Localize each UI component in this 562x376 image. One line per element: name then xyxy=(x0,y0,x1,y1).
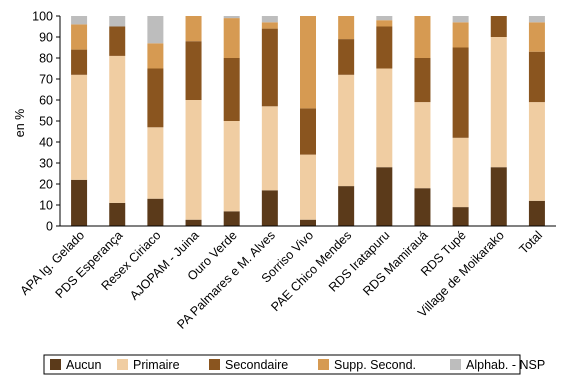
bar-segment xyxy=(109,202,126,226)
bar-segment xyxy=(490,167,507,226)
bar-segment xyxy=(223,58,240,121)
y-tick-label: 80 xyxy=(39,52,53,66)
bar-segment xyxy=(223,121,240,212)
y-tick-label: 70 xyxy=(39,73,53,87)
bar-segment xyxy=(147,68,164,128)
bar-segment xyxy=(338,74,355,187)
bar-segment xyxy=(261,16,278,23)
legend-label: Alphab. - NSP xyxy=(466,358,545,372)
bar-segment xyxy=(185,16,202,42)
y-tick-label: 20 xyxy=(39,178,53,192)
bar-segment xyxy=(528,102,545,201)
axes xyxy=(59,16,556,227)
y-tick-label: 30 xyxy=(39,157,53,171)
bar-segment xyxy=(261,22,278,29)
bar-segment xyxy=(300,219,316,226)
bar-segment xyxy=(223,16,240,19)
x-tick-label: Total xyxy=(516,228,545,257)
legend-swatch xyxy=(117,359,128,370)
y-tick-label: 90 xyxy=(39,31,53,45)
bar-segment xyxy=(300,16,316,109)
y-tick-label: 60 xyxy=(39,94,53,108)
bar-segment xyxy=(528,51,545,103)
bar-segment xyxy=(452,137,469,208)
legend-box xyxy=(43,354,521,375)
bar-segment xyxy=(109,55,126,203)
bar-segment xyxy=(338,39,355,75)
bar-segment xyxy=(71,24,88,50)
bar-segment xyxy=(452,207,469,226)
bar-segment xyxy=(109,16,126,27)
bar-segment xyxy=(414,16,431,58)
legend-label: Aucun xyxy=(66,358,101,372)
bar-segment xyxy=(376,68,393,168)
y-tick-label: 50 xyxy=(39,115,53,129)
bar-segment xyxy=(261,106,278,191)
bar-segment xyxy=(528,200,545,226)
x-tick-label: AJOPAM - Juina xyxy=(127,228,202,303)
y-axis-title: en % xyxy=(13,109,27,138)
bar-segment xyxy=(147,127,164,199)
bar-segment xyxy=(414,58,431,103)
bar-segment xyxy=(376,20,393,27)
bar-segment xyxy=(300,108,316,155)
y-tick-label: 40 xyxy=(39,136,53,150)
bar-segment xyxy=(376,26,393,69)
bar-segment xyxy=(338,16,355,40)
bar-segment xyxy=(71,179,88,226)
bar-segment xyxy=(147,43,164,69)
legend-label: Primaire xyxy=(133,358,180,372)
y-tick-label: 100 xyxy=(32,10,53,24)
bar-segment xyxy=(109,26,126,56)
bar-segment xyxy=(452,22,469,48)
bar-segment xyxy=(338,186,355,226)
bar-segment xyxy=(223,211,240,226)
bar-segment xyxy=(528,16,545,23)
bar-segment xyxy=(300,154,316,220)
legend-swatch xyxy=(50,359,61,370)
y-tick-label: 10 xyxy=(39,199,53,213)
legend-swatch xyxy=(209,359,220,370)
bar-segment xyxy=(261,28,278,107)
y-axis-ticks: 0 10 20 30 40 50 60 70 80 90 100 xyxy=(32,10,60,234)
bars-group xyxy=(71,16,545,226)
bar-segment xyxy=(147,198,164,226)
legend-swatch xyxy=(318,359,329,370)
bar-segment xyxy=(490,37,507,168)
legend: Aucun Primaire Secondaire Supp. Second. Alph… xyxy=(43,354,545,375)
bar-segment xyxy=(528,22,545,52)
bar-segment xyxy=(71,74,88,180)
bar-segment xyxy=(490,16,507,37)
legend-swatch xyxy=(450,359,461,370)
bar-segment xyxy=(261,190,278,226)
legend-label: Secondaire xyxy=(225,358,288,372)
bar-segment xyxy=(185,100,202,220)
bar-segment xyxy=(223,18,240,59)
y-axis-label: en % xyxy=(13,109,27,138)
bar-segment xyxy=(185,219,202,226)
bar-segment xyxy=(452,16,469,23)
bar-segment xyxy=(452,47,469,138)
bar-segment xyxy=(71,49,88,75)
bar-segment xyxy=(376,167,393,226)
bar-segment xyxy=(147,16,164,44)
bar-segment xyxy=(185,41,202,100)
x-tick-label: APA Ig. Gelado xyxy=(18,228,88,298)
bar-segment xyxy=(414,102,431,189)
bar-segment xyxy=(71,16,88,25)
legend-label: Supp. Second. xyxy=(334,358,416,372)
y-tick-label: 0 xyxy=(46,220,53,234)
bar-segment xyxy=(376,16,393,21)
bar-segment xyxy=(414,188,431,226)
x-tick-label: PDS Esperança xyxy=(53,228,126,301)
